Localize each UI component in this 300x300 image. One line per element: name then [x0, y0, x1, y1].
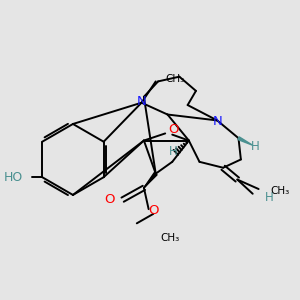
Text: H: H	[169, 145, 178, 158]
Polygon shape	[144, 172, 157, 188]
Polygon shape	[238, 137, 253, 145]
Text: CH₃: CH₃	[270, 186, 290, 197]
Text: HO: HO	[4, 171, 23, 184]
Text: CH₃: CH₃	[165, 74, 184, 84]
Text: N: N	[137, 95, 146, 108]
Text: H: H	[265, 191, 273, 204]
Text: N: N	[212, 115, 222, 128]
Text: O: O	[104, 193, 114, 206]
Text: H: H	[251, 140, 260, 153]
Text: O: O	[148, 204, 159, 217]
Text: O: O	[168, 123, 179, 136]
Text: CH₃: CH₃	[160, 232, 180, 242]
